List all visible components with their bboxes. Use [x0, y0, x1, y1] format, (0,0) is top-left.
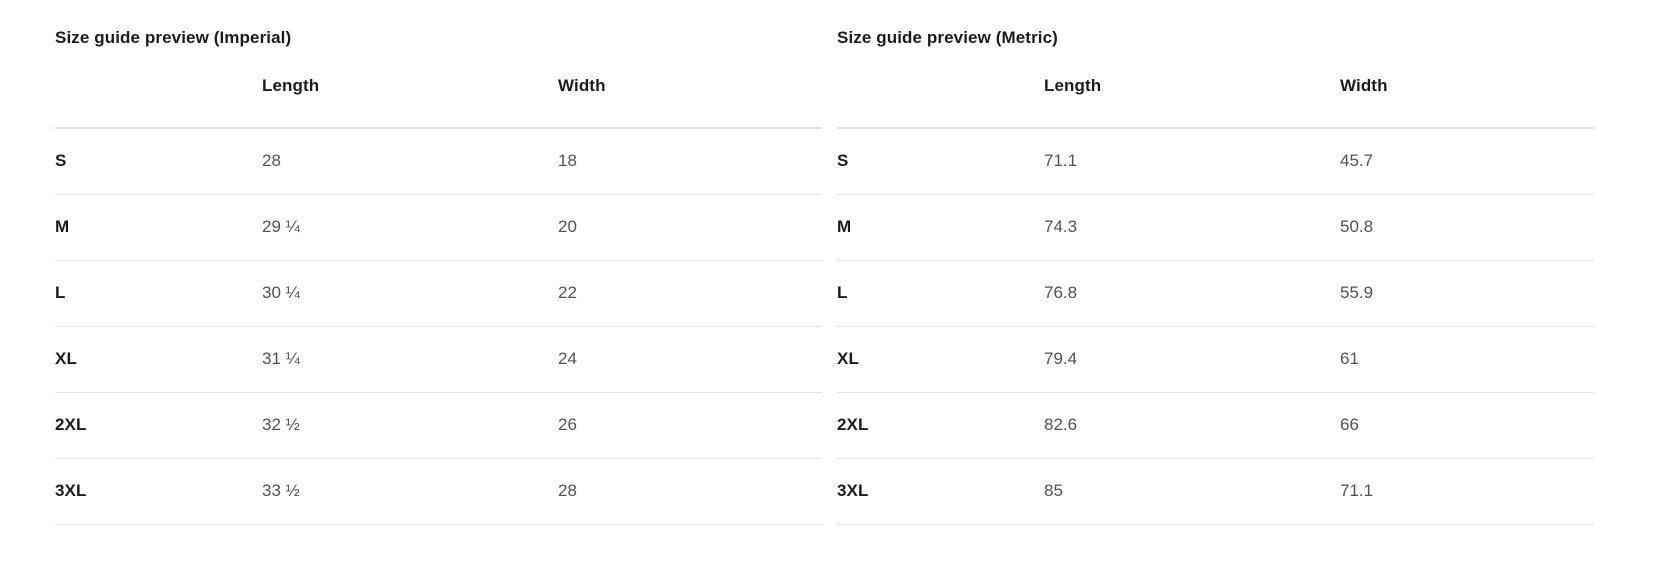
size-column-header [55, 48, 262, 129]
size-cell: S [55, 128, 262, 195]
length-cell: 74.3 [1044, 194, 1340, 261]
table-row: L 30 ¼ 22 [55, 260, 822, 327]
size-guide-imperial: Size guide preview (Imperial) Length Wid… [55, 28, 822, 572]
size-cell: M [837, 194, 1044, 261]
size-cell: L [837, 260, 1044, 327]
table-row: 3XL 85 71.1 [837, 458, 1594, 525]
length-cell: 71.1 [1044, 128, 1340, 195]
size-cell: 3XL [55, 458, 262, 525]
size-cell: XL [837, 326, 1044, 393]
size-table-imperial: Length Width S 28 18 M 29 ¼ 20 L 30 ¼ [55, 48, 822, 525]
width-cell: 71.1 [1340, 458, 1594, 525]
size-guide-metric-title: Size guide preview (Metric) [837, 28, 1058, 47]
size-cell: 2XL [55, 392, 262, 459]
width-cell: 18 [558, 128, 822, 195]
table-row: S 71.1 45.7 [837, 128, 1594, 195]
width-cell: 24 [558, 326, 822, 393]
width-cell: 55.9 [1340, 260, 1594, 327]
size-cell: 3XL [837, 458, 1044, 525]
length-cell: 29 ¼ [262, 194, 558, 261]
width-column-header: Width [1340, 48, 1594, 129]
size-cell: M [55, 194, 262, 261]
table-row: S 28 18 [55, 128, 822, 195]
table-row: M 74.3 50.8 [837, 194, 1594, 261]
length-cell: 32 ½ [262, 392, 558, 459]
size-cell: 2XL [837, 392, 1044, 459]
width-cell: 45.7 [1340, 128, 1594, 195]
length-column-header: Length [262, 48, 558, 129]
length-cell: 79.4 [1044, 326, 1340, 393]
size-column-header [837, 48, 1044, 129]
size-guide-metric: Size guide preview (Metric) Length Width… [837, 28, 1594, 572]
table-row: XL 31 ¼ 24 [55, 326, 822, 393]
length-cell: 30 ¼ [262, 260, 558, 327]
length-cell: 82.6 [1044, 392, 1340, 459]
length-cell: 33 ½ [262, 458, 558, 525]
table-row: 2XL 82.6 66 [837, 392, 1594, 459]
table-row: XL 79.4 61 [837, 326, 1594, 393]
width-cell: 20 [558, 194, 822, 261]
width-cell: 66 [1340, 392, 1594, 459]
width-cell: 26 [558, 392, 822, 459]
width-column-header: Width [558, 48, 822, 129]
size-cell: XL [55, 326, 262, 393]
size-cell: S [837, 128, 1044, 195]
width-cell: 28 [558, 458, 822, 525]
size-guide-imperial-title: Size guide preview (Imperial) [55, 28, 292, 47]
width-cell: 61 [1340, 326, 1594, 393]
length-column-header: Length [1044, 48, 1340, 129]
table-row: M 29 ¼ 20 [55, 194, 822, 261]
header-row: Length Width [837, 48, 1594, 129]
size-table-metric: Length Width S 71.1 45.7 M 74.3 50.8 L 7… [837, 48, 1594, 525]
length-cell: 85 [1044, 458, 1340, 525]
table-row: 2XL 32 ½ 26 [55, 392, 822, 459]
table-row: 3XL 33 ½ 28 [55, 458, 822, 525]
width-cell: 22 [558, 260, 822, 327]
length-cell: 28 [262, 128, 558, 195]
table-row: L 76.8 55.9 [837, 260, 1594, 327]
length-cell: 76.8 [1044, 260, 1340, 327]
length-cell: 31 ¼ [262, 326, 558, 393]
size-cell: L [55, 260, 262, 327]
width-cell: 50.8 [1340, 194, 1594, 261]
header-row: Length Width [55, 48, 822, 129]
